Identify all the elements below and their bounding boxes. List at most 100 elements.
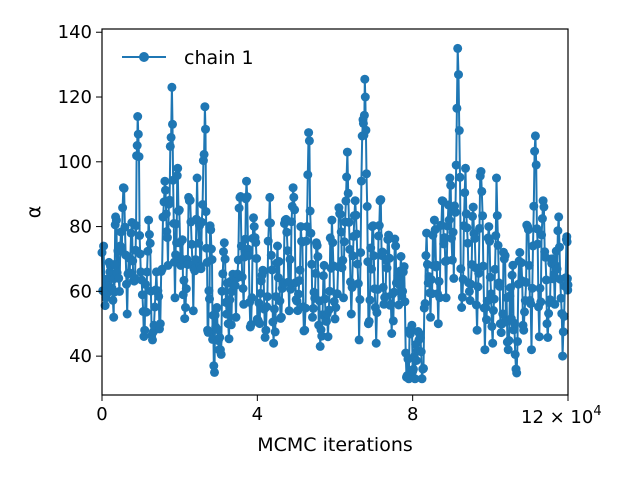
chain-1-point <box>493 240 503 250</box>
chain-1-point <box>197 217 207 227</box>
chain-1-point <box>356 176 366 186</box>
chain-1-point <box>290 205 300 215</box>
chain-1-point <box>524 260 534 270</box>
chain-1-point <box>348 251 358 261</box>
chain-1-point <box>452 103 462 113</box>
chain-1-point <box>255 288 265 298</box>
chain-1-point <box>478 261 488 271</box>
chain-1-point <box>240 234 250 244</box>
chain-1-point <box>376 195 386 205</box>
chain-1-point <box>472 325 482 335</box>
chain-1-point <box>122 279 131 289</box>
chain-1-point <box>168 119 177 129</box>
chain-1-point <box>353 279 363 289</box>
chain-1-point <box>521 277 531 287</box>
chain-1-point <box>177 235 187 245</box>
chain-1-point <box>200 102 210 112</box>
x-offset-exponent: 4 <box>593 404 601 419</box>
chain-1-point <box>471 300 481 310</box>
chain-1-point <box>391 241 401 251</box>
chain-1-point <box>461 163 470 173</box>
chain-1-point <box>381 292 390 302</box>
chain-1-point <box>530 146 540 156</box>
chain-1-point <box>318 271 328 281</box>
chain-1-point <box>346 309 356 319</box>
chain-1-point <box>206 225 216 235</box>
chain-1-point <box>166 132 176 142</box>
chain-1-point <box>474 268 484 278</box>
chain-1-point <box>220 254 230 264</box>
chain-1-point <box>161 185 170 195</box>
chain-1-point <box>556 293 566 303</box>
chain-1-point <box>441 293 451 303</box>
chain-1-point <box>222 309 232 319</box>
chain-1-point <box>344 217 354 227</box>
chain-1-point <box>196 264 206 274</box>
chain-1-point <box>118 203 128 213</box>
chain-1-point <box>482 315 491 325</box>
chain-1-point <box>125 268 135 278</box>
chain-1-point <box>478 211 488 221</box>
chain-1-point <box>216 349 226 359</box>
chain-1-point <box>526 299 536 309</box>
chain-1-point <box>451 160 461 170</box>
chain-1-point <box>213 325 223 335</box>
x-offset-base: 12 × 10 <box>521 407 593 428</box>
chain-1-point <box>416 347 426 357</box>
chain-1-point <box>386 299 396 309</box>
chain-1-point <box>360 74 370 84</box>
chain-1-point <box>294 276 304 286</box>
chain-1-point <box>142 267 152 277</box>
chain-1-point <box>366 243 376 253</box>
chain-1-point <box>269 338 279 348</box>
chain-1-point <box>527 283 537 293</box>
chain-1-point <box>482 296 492 306</box>
chain-1-point <box>319 260 329 270</box>
chain-1-point <box>132 141 142 150</box>
chain-1-point <box>420 299 430 308</box>
chain-1-point <box>400 297 410 307</box>
chain-1-point <box>389 287 399 297</box>
chain-1-point <box>507 270 517 280</box>
chain-1-point <box>374 221 384 230</box>
chain-1-point <box>432 260 442 270</box>
chain-1-point <box>408 364 418 374</box>
chain-1-point <box>287 217 296 227</box>
legend-label: chain 1 <box>184 47 254 69</box>
chain-1-point <box>352 229 362 239</box>
chain-1-point <box>399 262 409 272</box>
chain-1-point <box>172 171 182 181</box>
chain-1-point <box>292 296 302 306</box>
chain-1-point <box>531 160 541 170</box>
chain-1-point <box>331 303 341 312</box>
chain-1-point <box>354 335 364 345</box>
chain-1-point <box>161 209 171 219</box>
chain-1-point <box>269 304 279 314</box>
chain-1-point <box>484 222 494 232</box>
chain-1-point <box>305 206 315 216</box>
chain-1-point <box>308 303 318 313</box>
chain-1-point <box>301 236 311 246</box>
chain-1-point <box>306 228 316 238</box>
chain-1-point <box>473 282 483 292</box>
chain-1-point <box>342 172 352 182</box>
chain-1-point <box>480 345 490 355</box>
chain-1-point <box>167 82 177 92</box>
chain-1-point <box>460 188 470 198</box>
chain-1-point <box>477 186 487 196</box>
chain-1-point <box>449 273 459 283</box>
y-tick-label: 100 <box>58 152 92 173</box>
chain-1-point <box>454 126 464 135</box>
chain-1-point <box>266 250 276 260</box>
chain-1-point <box>242 192 252 202</box>
chain-1-point <box>284 306 294 316</box>
chain-1-point <box>262 302 272 312</box>
chain-1-point <box>539 202 549 212</box>
chain-1-point <box>415 333 425 343</box>
chain-1-point <box>500 251 510 261</box>
chain-1-point <box>419 363 428 373</box>
chain-1-point <box>445 173 455 183</box>
chain-1-point <box>506 283 515 293</box>
chain-1-point <box>417 374 427 384</box>
chain-1-point <box>165 195 175 205</box>
